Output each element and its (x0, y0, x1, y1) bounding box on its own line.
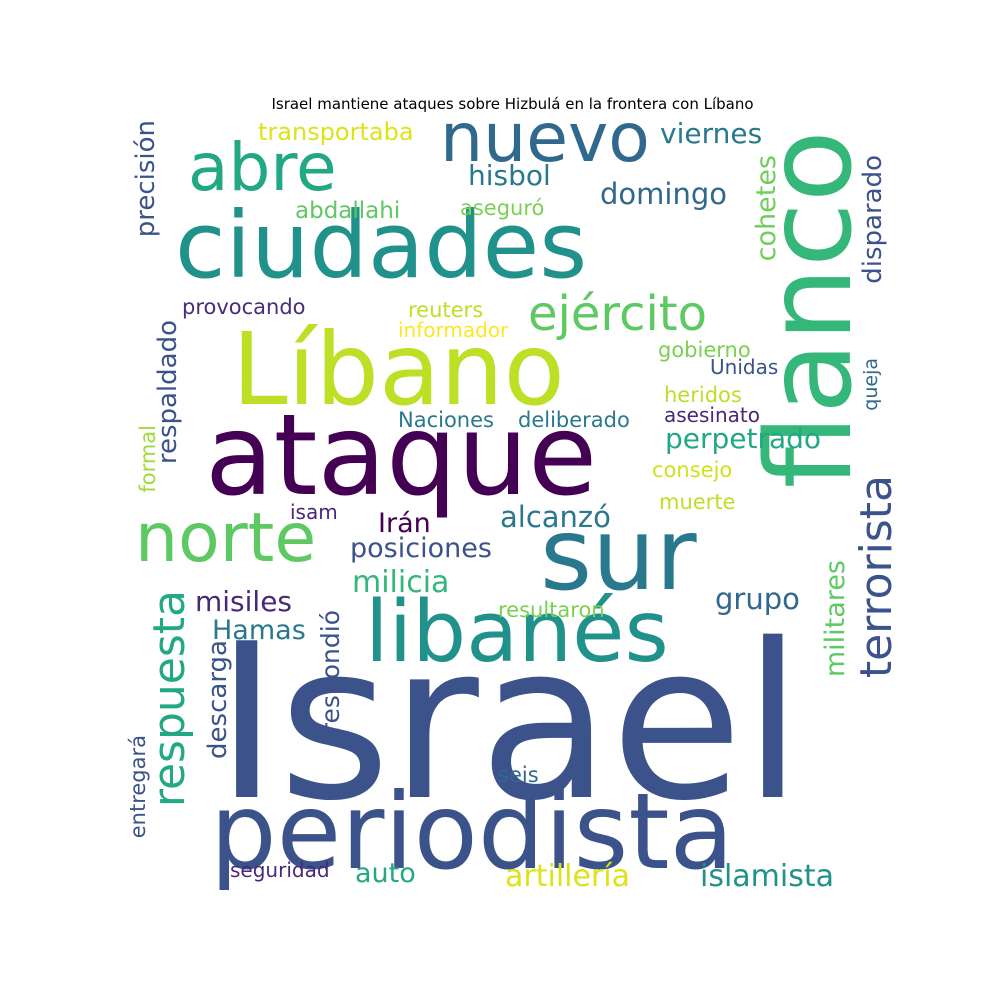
word-formal: formal (136, 425, 160, 493)
word-muerte: muerte (659, 490, 736, 514)
word-informador: informador (398, 318, 509, 342)
word-seis: seis (498, 763, 539, 787)
word-nuevo: nuevo (440, 99, 650, 178)
word-provocando: provocando (182, 295, 306, 319)
word-descarga: descarga (203, 640, 233, 759)
word-entregara: entregará (126, 735, 150, 839)
word-hamas: Hamas (212, 615, 306, 646)
word-reuters: reuters (408, 298, 484, 322)
word-ejercito: ejército (528, 286, 707, 342)
word-isam: isam (290, 500, 338, 524)
word-militares: militares (820, 560, 851, 678)
word-auto: auto (355, 858, 416, 889)
word-iran: Irán (378, 508, 431, 539)
word-respondio: respondió (316, 610, 345, 734)
word-hisbol: hisbol (468, 159, 551, 192)
word-libanes: libanés (365, 583, 669, 682)
word-viernes: viernes (660, 117, 763, 150)
word-alcanzo: alcanzó (500, 500, 611, 534)
word-ataque: ataque (205, 391, 598, 521)
word-queja: queja (860, 358, 882, 411)
word-perpetrado: perpetrado (665, 422, 822, 455)
word-ciudades: ciudades (175, 192, 588, 299)
word-consejo: consejo (652, 458, 733, 482)
word-aseguro: aseguró (460, 196, 545, 220)
word-gobierno: gobierno (658, 338, 751, 362)
word-transportaba: transportaba (258, 118, 414, 146)
word-posiciones: posiciones (350, 533, 492, 564)
word-precision: precisión (131, 120, 161, 238)
word-periodista: periodista (210, 771, 734, 893)
word-deliberado: deliberado (518, 408, 630, 432)
word-norte: norte (135, 499, 317, 578)
word-sur: sur (540, 496, 697, 613)
word-resultaron: resultaron (498, 598, 605, 622)
word-abdallahi: abdallahi (295, 198, 401, 224)
word-domingo: domingo (600, 177, 727, 211)
word-heridos: heridos (664, 383, 742, 407)
word-unidas: Unidas (710, 355, 779, 379)
word-israel: Israel (215, 597, 803, 848)
word-abre: abre (188, 129, 337, 206)
word-naciones: Naciones (398, 408, 494, 432)
word-islamista: islamista (700, 859, 835, 894)
word-asesinato: asesinato (664, 403, 760, 427)
word-grupo: grupo (715, 582, 800, 616)
word-seguridad: seguridad (230, 858, 330, 882)
word-artilleria: artillería (505, 859, 630, 894)
word-respuesta: respuesta (144, 590, 195, 808)
word-terrorista: terrorista (851, 475, 902, 679)
word-libano: Líbano (232, 311, 565, 428)
word-misiles: misiles (195, 585, 293, 618)
word-milicia: milicia (352, 565, 450, 600)
chart-title: Israel mantiene ataques sobre Hizbulá en… (271, 95, 754, 113)
word-disparado: disparado (858, 155, 888, 284)
word-cohetes: cohetes (751, 155, 782, 262)
